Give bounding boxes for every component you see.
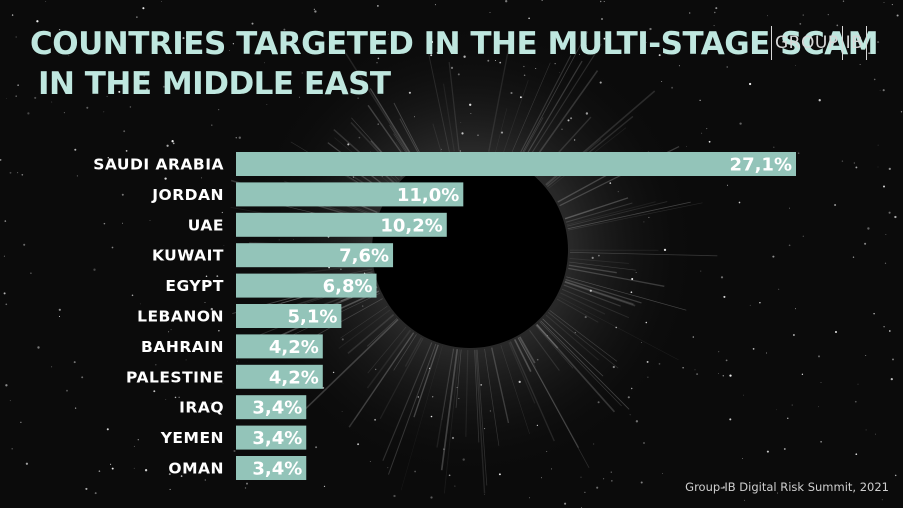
category-label: JORDAN	[151, 186, 224, 204]
value-label: 3,4%	[252, 459, 302, 480]
value-label: 4,2%	[269, 337, 319, 358]
value-label: 27,1%	[730, 155, 792, 176]
category-label: EGYPT	[165, 277, 224, 295]
value-label: 3,4%	[252, 398, 302, 419]
bar	[236, 152, 796, 176]
category-label: OMAN	[168, 460, 224, 478]
category-label: UAE	[188, 216, 224, 234]
category-label: IRAQ	[179, 399, 224, 417]
value-label: 3,4%	[252, 428, 302, 449]
value-label: 7,6%	[339, 246, 389, 267]
category-label: BAHRAIN	[141, 338, 224, 356]
category-label: LEBANON	[137, 308, 224, 326]
value-label: 11,0%	[397, 185, 459, 206]
source-footer: Group-IB Digital Risk Summit, 2021	[685, 480, 889, 494]
value-label: 6,8%	[323, 276, 373, 297]
category-label: KUWAIT	[152, 247, 224, 265]
value-label: 10,2%	[380, 215, 442, 236]
value-label: 5,1%	[287, 307, 337, 328]
category-label: YEMEN	[160, 429, 224, 447]
category-label: SAUDI ARABIA	[93, 156, 224, 174]
value-label: 4,2%	[269, 367, 319, 388]
category-label: PALESTINE	[126, 368, 224, 386]
